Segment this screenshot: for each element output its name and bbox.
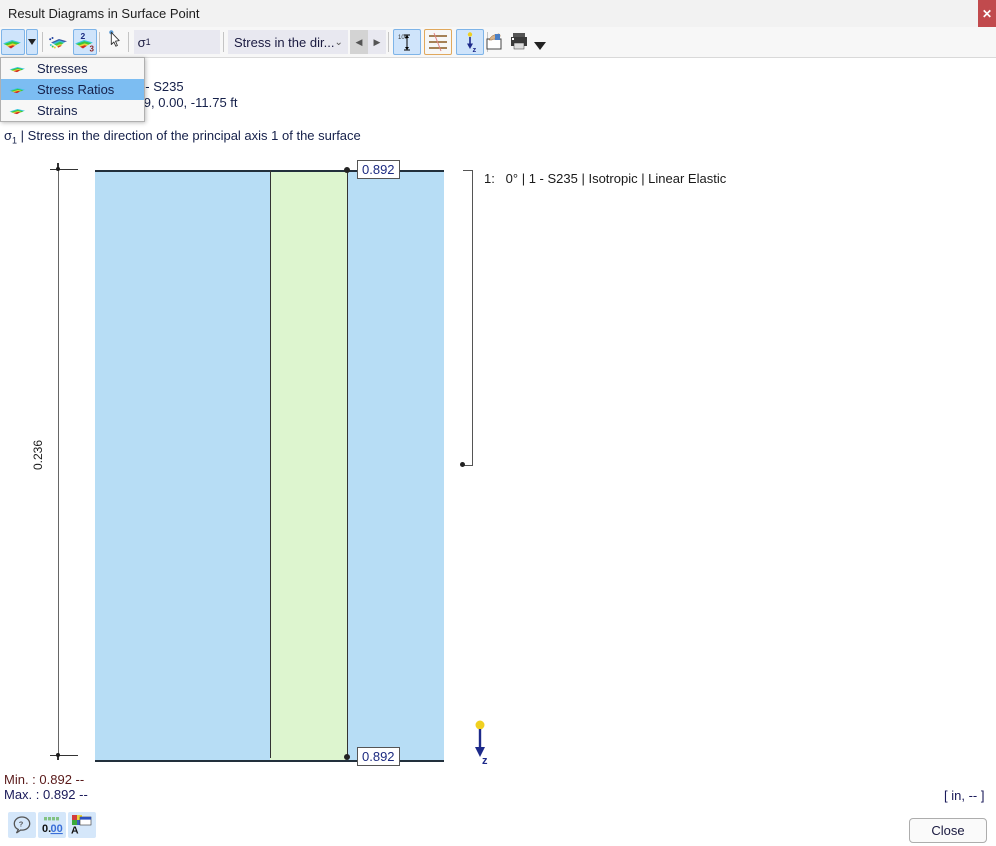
svg-text:3: 3 xyxy=(90,45,95,54)
svg-text:00: 00 xyxy=(51,823,63,835)
svg-text:?: ? xyxy=(19,820,24,829)
svg-text:2: 2 xyxy=(81,31,86,41)
svg-text:z: z xyxy=(482,755,488,765)
svg-text:A: A xyxy=(71,825,79,836)
svg-text:z: z xyxy=(473,45,477,53)
